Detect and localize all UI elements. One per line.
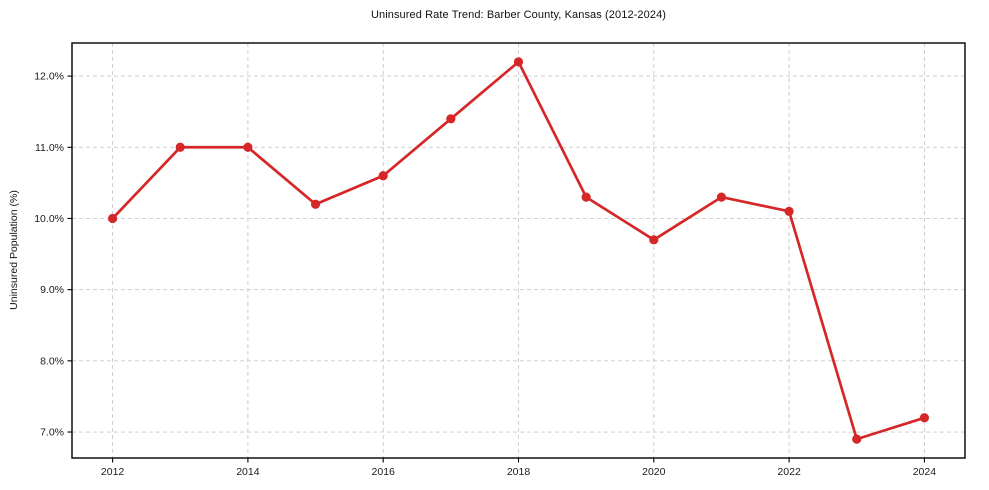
data-point-2015: [310, 199, 321, 209]
data-point-2023: [852, 434, 862, 444]
data-point-2018: [513, 57, 524, 67]
data-point-2014: [243, 142, 253, 152]
y-tick-label: 11.0%: [35, 142, 64, 154]
x-tick-label: 2014: [236, 466, 260, 478]
data-point-2020: [649, 235, 659, 245]
x-tick-label: 2012: [101, 466, 125, 478]
y-tick-label: 7.0%: [40, 427, 64, 439]
chart-title: Uninsured Rate Trend: Barber County, Kan…: [370, 9, 667, 21]
y-tick-label: 8.0%: [40, 355, 64, 367]
data-point-2012: [107, 213, 118, 224]
x-tick-label: 2024: [913, 466, 937, 478]
x-tick-label: 2018: [507, 466, 531, 478]
y-tick-label: 10.0%: [34, 213, 64, 225]
y-tick-label: 12.0%: [34, 71, 64, 83]
y-tick-label: 9.0%: [40, 284, 64, 296]
x-tick-label: 2022: [777, 466, 801, 478]
x-tick-label: 2016: [372, 466, 396, 478]
data-point-2013: [175, 142, 185, 152]
data-point-2021: [716, 192, 727, 202]
data-point-2019: [581, 192, 591, 202]
x-tick-label: 2020: [642, 466, 666, 478]
data-point-2022: [784, 206, 794, 216]
data-point-2016: [378, 171, 388, 181]
data-point-2024: [919, 413, 930, 423]
data-point-2017: [446, 114, 456, 124]
